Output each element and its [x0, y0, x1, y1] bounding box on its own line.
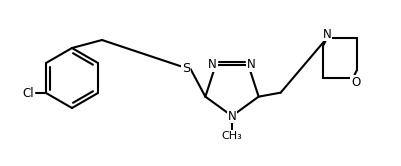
Text: S: S [181, 61, 190, 75]
Text: N: N [247, 58, 255, 71]
Text: N: N [208, 58, 217, 71]
Text: CH₃: CH₃ [221, 131, 242, 141]
Text: O: O [350, 76, 360, 88]
Text: Cl: Cl [22, 86, 34, 99]
Text: N: N [227, 110, 236, 123]
Text: N: N [322, 28, 330, 41]
